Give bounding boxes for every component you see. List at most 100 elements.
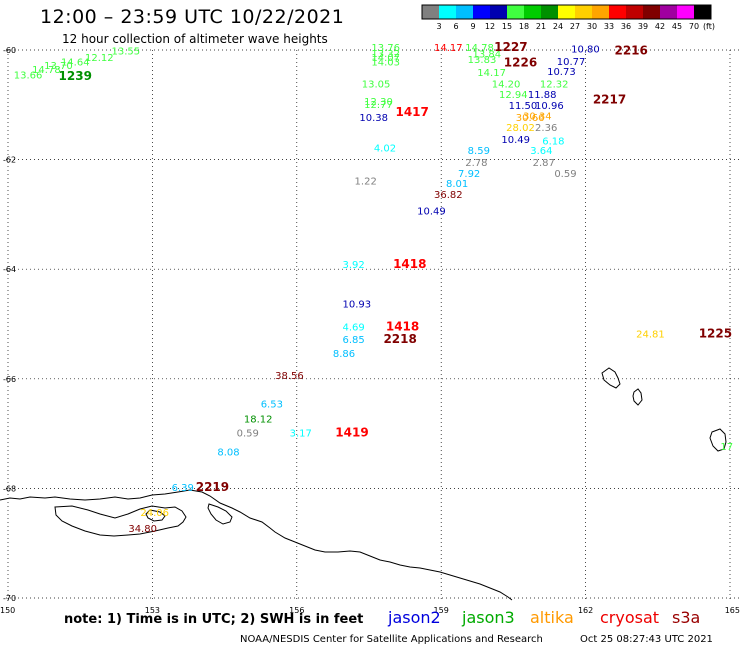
- pass-time: 1418: [393, 257, 426, 271]
- sat-altika: altika: [530, 608, 574, 627]
- legend-unit: (ft): [703, 22, 715, 31]
- swh-value: 13.32: [371, 49, 400, 60]
- swh-value: 28.02: [506, 123, 535, 134]
- legend-tick: 27: [570, 22, 580, 31]
- swh-value: 0.59: [554, 169, 576, 180]
- pass-time: 2217: [593, 93, 626, 107]
- swh-value: 8.08: [217, 448, 239, 459]
- swh-value: 6.85: [343, 335, 365, 346]
- legend-swatch: [643, 5, 660, 19]
- swh-value: 14.03: [371, 57, 400, 68]
- lat-label: -66: [3, 375, 16, 384]
- swh-value: 3.64: [530, 146, 552, 157]
- swh-value: 30.66: [516, 113, 545, 124]
- legend-swatch: [626, 5, 643, 19]
- swh-value: 14.64: [61, 57, 90, 68]
- map-title: 12:00 – 23:59 UTC 10/22/2021: [40, 6, 345, 28]
- lat-label: -64: [3, 265, 16, 274]
- lat-label: -68: [3, 484, 16, 493]
- swh-value: 13.76: [371, 43, 400, 54]
- swh-value: 8.86: [333, 349, 355, 360]
- legend-swatch: [575, 5, 592, 19]
- pass-time: 1227: [494, 40, 527, 54]
- swh-value: 38.56: [275, 371, 304, 382]
- sat-jason3: jason3: [462, 608, 515, 627]
- swh-value: 10.80: [571, 45, 600, 56]
- legend-tick: 9: [470, 22, 475, 31]
- latitude-labels: -60 -62 -64 -66 -68 -70: [3, 46, 16, 603]
- legend-tick: 45: [672, 22, 682, 31]
- swh-value: 14.17: [477, 68, 506, 79]
- legend-swatch: [439, 5, 456, 19]
- swh-value: 13.66: [14, 70, 43, 81]
- swh-value: 14.78: [465, 43, 494, 54]
- legend-swatch: [609, 5, 626, 19]
- swh-value: 24.06: [140, 508, 169, 519]
- lat-grid-lines: [6, 49, 740, 602]
- swh-value: 10.49: [501, 135, 530, 146]
- legend-tick: 36: [621, 22, 631, 31]
- legend-tick: 42: [655, 22, 665, 31]
- legend-swatch: [660, 5, 677, 19]
- swh-value: 3.92: [343, 260, 365, 271]
- swh-value: 7.92: [458, 169, 480, 180]
- generated-timestamp: Oct 25 08:27:43 UTC 2021: [580, 634, 713, 645]
- swh-value: 4.69: [343, 323, 365, 334]
- lon-label: 165: [725, 606, 740, 615]
- legend-tick: 70: [689, 22, 699, 31]
- map-subtitle: 12 hour collection of altimeter wave hei…: [62, 32, 328, 46]
- swh-value: 12.77: [364, 100, 393, 111]
- wave-height-labels: 13.5512.1214.6413.7014.7813.6613.7613.32…: [14, 43, 733, 535]
- pass-time: 2218: [383, 332, 416, 346]
- swh-value: 8.59: [468, 146, 490, 157]
- swh-value: 10.49: [417, 206, 446, 217]
- lat-label: -60: [3, 46, 16, 55]
- swh-value: 12.94: [499, 90, 528, 101]
- swh-value: 10.96: [535, 101, 564, 112]
- lon-label: 153: [145, 606, 160, 615]
- swh-value: 10.38: [359, 113, 388, 124]
- swh-value: 24.81: [636, 330, 665, 341]
- lon-label: 156: [289, 606, 304, 615]
- swh-value: 3.17: [290, 428, 312, 439]
- satellite-pass-times: 1239141712271226221622171418141822181419…: [59, 40, 733, 494]
- swh-value: 34.80: [128, 524, 157, 535]
- longitude-labels: 150 153 156 159 162 165: [0, 606, 740, 615]
- swh-value: 10.77: [557, 57, 586, 68]
- legend-swatch: [558, 5, 575, 19]
- swh-value: 4.02: [374, 143, 396, 154]
- legend-tick: 18: [519, 22, 529, 31]
- antarctic-coastline: [0, 367, 727, 601]
- legend-tick: 6: [453, 22, 458, 31]
- swh-value: 6.53: [261, 399, 283, 410]
- swh-value: 11.88: [528, 90, 557, 101]
- pass-time: 1419: [335, 425, 368, 439]
- swh-value: 8.01: [446, 179, 468, 190]
- legend-swatch: [694, 5, 711, 19]
- sat-jason2: jason2: [388, 608, 441, 627]
- swh-value: 6.18: [542, 136, 564, 147]
- swh-value: 2.87: [533, 158, 555, 169]
- legend-frame: [421, 4, 712, 20]
- legend-swatch: [456, 5, 473, 19]
- swh-value: 12.32: [540, 79, 569, 90]
- color-legend: 3 6 9 12 15 18 21 24 27 30 33 36 39 42 45 70 (ft): [421, 4, 715, 31]
- swh-value: 10.73: [547, 67, 576, 78]
- swh-value: 13.55: [111, 46, 140, 57]
- legend-swatch: [541, 5, 558, 19]
- swh-value: 14.78: [32, 65, 61, 76]
- swh-value: 18.12: [244, 415, 273, 426]
- legend-tick: 12: [485, 22, 495, 31]
- swh-value: 13.70: [44, 61, 73, 72]
- footnote: note: 1) Time is in UTC; 2) SWH is in fe…: [64, 612, 364, 627]
- pass-time: 1418: [386, 320, 419, 334]
- swh-value: 6.39: [172, 483, 194, 494]
- sat-cryosat: cryosat: [600, 608, 660, 627]
- swh-value: 12.30: [364, 97, 393, 108]
- legend-tick: 21: [536, 22, 546, 31]
- lon-label: 162: [578, 606, 593, 615]
- pass-time: 2216: [614, 43, 647, 57]
- legend-swatch: [524, 5, 541, 19]
- swh-value: 1.22: [355, 176, 377, 187]
